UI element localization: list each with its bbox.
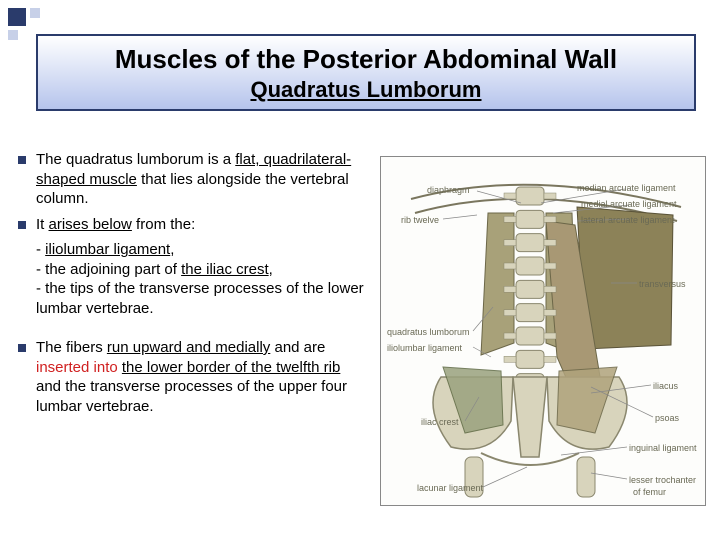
bullet-list: The quadratus lumborum is a flat, quadri… <box>18 150 368 422</box>
diagram-label: diaphragm <box>427 185 470 195</box>
diagram-label: quadratus lumborum <box>387 327 470 337</box>
diagram-label: of femur <box>633 487 666 497</box>
diagram-label: lesser trochanter <box>629 475 696 485</box>
diagram-label: lacunar ligament <box>417 483 483 493</box>
bullet-subline: - the tips of the transverse processes o… <box>18 279 368 318</box>
diagram-label: median arcuate ligament <box>577 183 676 193</box>
diagram-label: psoas <box>655 413 679 423</box>
diagram-label: lateral arcuate ligament <box>581 215 675 225</box>
title-box: Muscles of the Posterior Abdominal Wall … <box>36 34 696 111</box>
bullet-item: The quadratus lumborum is a flat, quadri… <box>18 150 368 209</box>
bullet-item: The fibers run upward and medially and a… <box>18 338 368 416</box>
bullet-text: It arises below from the: <box>36 215 368 235</box>
square-bullet-icon <box>18 156 26 164</box>
diagram-label: medial arcuate ligament <box>581 199 677 209</box>
diagram-label: iliolumbar ligament <box>387 343 462 353</box>
square-bullet-icon <box>18 344 26 352</box>
diagram-label: iliac crest <box>421 417 459 427</box>
square-bullet-icon <box>18 221 26 229</box>
anatomy-diagram: diaphragm median arcuate ligament medial a… <box>380 156 706 506</box>
bullet-subline: - the adjoining part of the iliac crest, <box>18 260 368 280</box>
diagram-label: inguinal ligament <box>629 443 697 453</box>
diagram-label: transversus <box>639 279 686 289</box>
bullet-text: The quadratus lumborum is a flat, quadri… <box>36 150 368 209</box>
bullet-subline: - iliolumbar ligament, <box>18 240 368 260</box>
diagram-label: rib twelve <box>401 215 439 225</box>
bullet-item: It arises below from the: <box>18 215 368 235</box>
page-subtitle: Quadratus Lumborum <box>50 77 682 103</box>
diagram-label: iliacus <box>653 381 678 391</box>
bullet-text: The fibers run upward and medially and a… <box>36 338 368 416</box>
page-title: Muscles of the Posterior Abdominal Wall <box>50 44 682 75</box>
